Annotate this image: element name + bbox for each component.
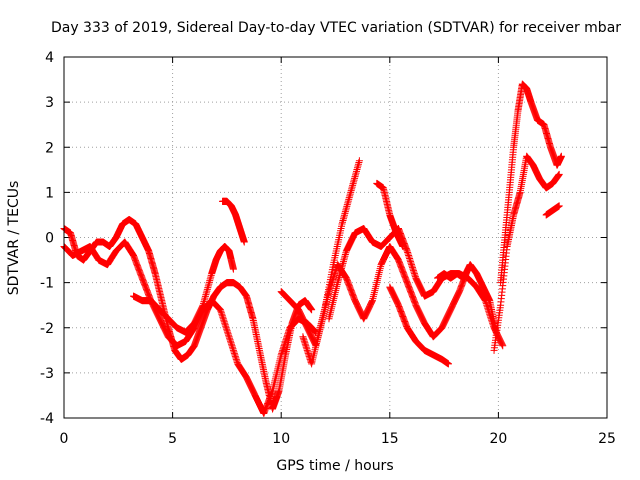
y-axis-label: SDTVAR / TECUs: [6, 181, 22, 296]
series-arc-h: [373, 179, 407, 251]
series-arc-m: [542, 202, 563, 219]
x-axis-label: GPS time / hours: [276, 458, 393, 474]
data-point: [229, 265, 237, 273]
x-tick-label: 10: [272, 431, 290, 447]
data-point: [444, 360, 452, 368]
y-tick-label: 2: [45, 140, 54, 156]
series-arc-d: [219, 197, 248, 246]
data-point: [557, 152, 565, 160]
data-point: [240, 238, 248, 246]
series-arc-k: [490, 152, 563, 354]
series-arc-f: [299, 243, 472, 368]
y-tick-label: -3: [40, 366, 54, 382]
y-tick-label: 3: [45, 95, 54, 111]
data-points: [60, 80, 565, 417]
y-tick-label: 1: [45, 185, 54, 201]
data-point: [555, 170, 563, 178]
series-arc-i: [386, 283, 452, 368]
y-tick-label: -2: [40, 321, 54, 337]
x-tick-label: 5: [168, 431, 177, 447]
data-point: [555, 202, 563, 210]
y-tick-label: -4: [40, 411, 54, 427]
x-tick-label: 15: [381, 431, 399, 447]
chart-title: Day 333 of 2019, Sidereal Day-to-day VTE…: [51, 20, 621, 36]
data-point: [308, 306, 316, 314]
series-arc-c: [130, 243, 237, 336]
y-tick-label: 4: [45, 50, 54, 66]
y-tick-label: -1: [40, 276, 54, 292]
x-tick-label: 0: [60, 431, 69, 447]
data-point: [312, 328, 320, 336]
plot-frame: [63, 56, 608, 419]
y-tick-label: 0: [45, 231, 54, 247]
data-point: [355, 157, 363, 165]
x-tick-label: 20: [489, 431, 507, 447]
data-point: [499, 342, 507, 350]
x-tick-label: 25: [598, 431, 616, 447]
series-arc-j: [434, 261, 500, 336]
series-arc-l: [497, 80, 565, 287]
data-point: [399, 243, 407, 251]
